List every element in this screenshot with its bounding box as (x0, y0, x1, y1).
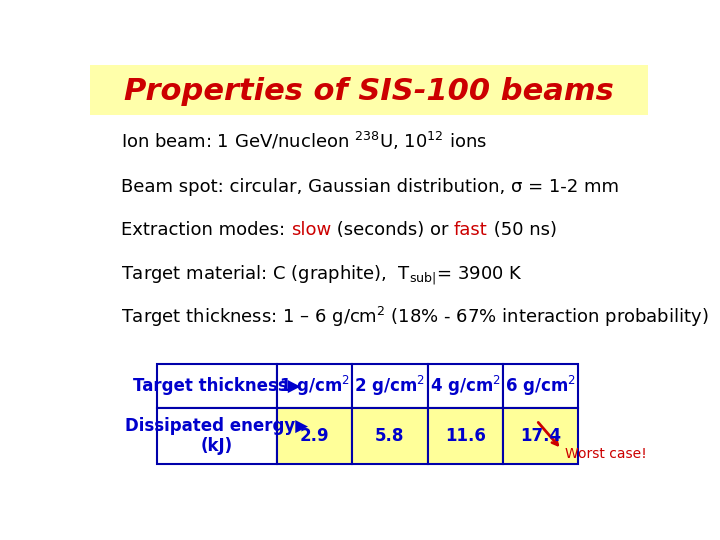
Text: 2.9: 2.9 (300, 427, 330, 445)
Text: 2 g/cm$^2$: 2 g/cm$^2$ (354, 374, 426, 398)
Text: Ion beam: 1 GeV/nucleon $^{238}$U, 10$^{12}$ ions: Ion beam: 1 GeV/nucleon $^{238}$U, 10$^{… (121, 130, 487, 152)
Bar (157, 364, 277, 408)
Text: Dissipated energy▶
(kJ): Dissipated energy▶ (kJ) (125, 416, 308, 455)
Text: (seconds) or: (seconds) or (330, 221, 454, 239)
Bar (157, 408, 277, 464)
Text: Beam spot: circular, Gaussian distribution, σ = 1-2 mm: Beam spot: circular, Gaussian distributi… (121, 178, 618, 195)
Text: Target material: C (graphite),  T$_{\mathrm{sub|}}$= 3900 K: Target material: C (graphite), T$_{\math… (121, 264, 523, 287)
Bar (277, 364, 352, 408)
Bar (352, 408, 428, 464)
Text: slow: slow (291, 221, 330, 239)
Text: Worst case!: Worst case! (565, 447, 647, 461)
Bar (503, 408, 578, 464)
Bar (277, 408, 352, 464)
Text: Target thickness: 1 – 6 g/cm$^{2}$ (18% - 67% interaction probability): Target thickness: 1 – 6 g/cm$^{2}$ (18% … (121, 305, 708, 329)
Bar (428, 408, 503, 464)
Bar (503, 364, 578, 408)
Text: (50 ns): (50 ns) (488, 221, 557, 239)
Text: 11.6: 11.6 (445, 427, 486, 445)
Text: Target thickness▶: Target thickness▶ (133, 377, 301, 395)
Text: Extraction modes:: Extraction modes: (121, 221, 291, 239)
Text: 5.8: 5.8 (375, 427, 405, 445)
Bar (352, 364, 428, 408)
Text: 1 g/cm$^2$: 1 g/cm$^2$ (279, 374, 350, 398)
Text: fast: fast (454, 221, 488, 239)
Text: 4 g/cm$^2$: 4 g/cm$^2$ (430, 374, 500, 398)
Text: 17.4: 17.4 (520, 427, 561, 445)
Bar (428, 364, 503, 408)
Text: 6 g/cm$^2$: 6 g/cm$^2$ (505, 374, 576, 398)
Bar (90, 65, 648, 114)
Text: Properties of SIS-100 beams: Properties of SIS-100 beams (124, 77, 614, 106)
